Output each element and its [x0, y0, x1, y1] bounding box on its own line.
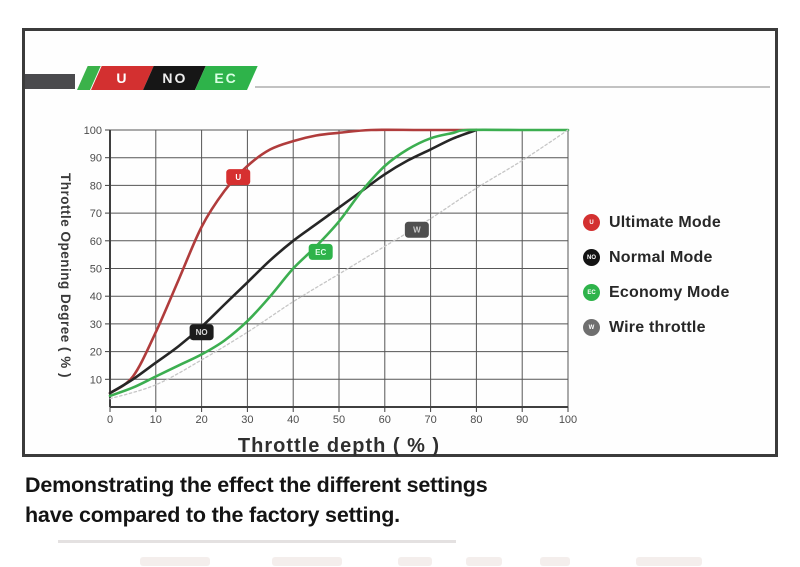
figure-caption: Demonstrating the effect the different s… — [25, 470, 488, 530]
legend-label: Wire throttle — [609, 318, 706, 336]
chart-legend: U Ultimate Mode NO Normal Mode EC Economy Mod… — [583, 205, 730, 345]
throttle-chart-canvas: 0 10 20 30 40 50 60 70 80 90 100 10 20 30 40 50 60 70 80 90… — [84, 125, 578, 426]
y-axis-title: Throttle Opening Degree ( % ) — [58, 173, 73, 379]
tick-labels: 0 10 20 30 40 50 60 70 80 90 100 10 20 30 40 50 60 70 80 90… — [84, 125, 578, 426]
cropped-content-remnant — [636, 557, 702, 566]
throttle-chart: 0 10 20 30 40 50 60 70 80 90 100 10 20 30 40 50 60 70 80 90… — [60, 118, 605, 438]
x-axis-title: Throttle depth ( % ) — [237, 435, 441, 457]
svg-text:U: U — [235, 173, 241, 182]
legend-dot-no-icon: NO — [583, 249, 600, 266]
x-tick-label: 90 — [516, 414, 528, 426]
series-ultimate-mode — [108, 128, 478, 395]
cropped-content-remnant — [398, 557, 432, 566]
cropped-content-remnant — [466, 557, 502, 566]
curve-badge-u: U — [226, 169, 251, 186]
series-normal-mode — [108, 128, 478, 395]
legend-dot-ec-icon: EC — [583, 284, 600, 301]
x-tick-label: 60 — [379, 414, 391, 426]
x-tick-label: 50 — [333, 414, 345, 426]
y-tick-label: 30 — [90, 319, 102, 331]
legend-item-normal-mode: NO Normal Mode — [583, 240, 730, 275]
cropped-content-remnant — [272, 557, 342, 566]
legend-label: Ultimate Mode — [609, 213, 721, 231]
x-tick-label: 100 — [559, 414, 577, 426]
svg-text:EC: EC — [315, 248, 326, 257]
logo-badge-ec: EC — [195, 66, 258, 90]
curve-badge-no: NO — [189, 324, 214, 341]
caption-line-2: have compared to the factory setting. — [25, 503, 400, 527]
logo-badges: U NO EC — [91, 66, 258, 90]
x-tick-label: 30 — [241, 414, 253, 426]
y-tick-label: 100 — [84, 125, 102, 137]
logo-underline — [255, 86, 770, 88]
legend-item-wire-throttle: W Wire throttle — [583, 310, 730, 345]
grid — [109, 129, 569, 407]
x-tick-label: 80 — [470, 414, 482, 426]
cropped-content-speckle — [58, 540, 456, 543]
series-wire-throttle — [109, 129, 569, 400]
brand-logo: U NO EC — [25, 66, 775, 94]
legend-label: Normal Mode — [609, 248, 713, 266]
x-tick-label: 70 — [424, 414, 436, 426]
x-tick-label: 20 — [195, 414, 207, 426]
svg-text:W: W — [413, 226, 421, 235]
caption-line-1: Demonstrating the effect the different s… — [25, 473, 488, 497]
figure-frame: U NO EC 0 10 20 30 40 50 60 70 80 90 100 10 20 30 40 50 60… — [22, 28, 778, 457]
legend-dot-w-icon: W — [583, 319, 600, 336]
legend-label: Economy Mode — [609, 283, 730, 301]
curve-badge-w: W — [404, 221, 429, 238]
x-tick-label: 40 — [287, 414, 299, 426]
legend-item-ultimate-mode: U Ultimate Mode — [583, 205, 730, 240]
y-tick-label: 90 — [90, 153, 102, 165]
y-tick-label: 70 — [90, 208, 102, 220]
cropped-content-remnant — [140, 557, 210, 566]
curve-badge-ec: EC — [308, 243, 333, 260]
svg-text:NO: NO — [196, 328, 208, 337]
y-tick-label: 60 — [90, 236, 102, 248]
y-tick-label: 50 — [90, 264, 102, 276]
y-tick-label: 40 — [90, 291, 102, 303]
logo-bar — [25, 74, 75, 89]
legend-item-economy-mode: EC Economy Mode — [583, 275, 730, 310]
x-tick-label: 10 — [150, 414, 162, 426]
y-tick-label: 10 — [90, 374, 102, 386]
y-tick-label: 80 — [90, 180, 102, 192]
cropped-content-remnant — [540, 557, 570, 566]
legend-dot-u-icon: U — [583, 214, 600, 231]
x-tick-label: 0 — [107, 414, 113, 426]
y-tick-label: 20 — [90, 347, 102, 359]
